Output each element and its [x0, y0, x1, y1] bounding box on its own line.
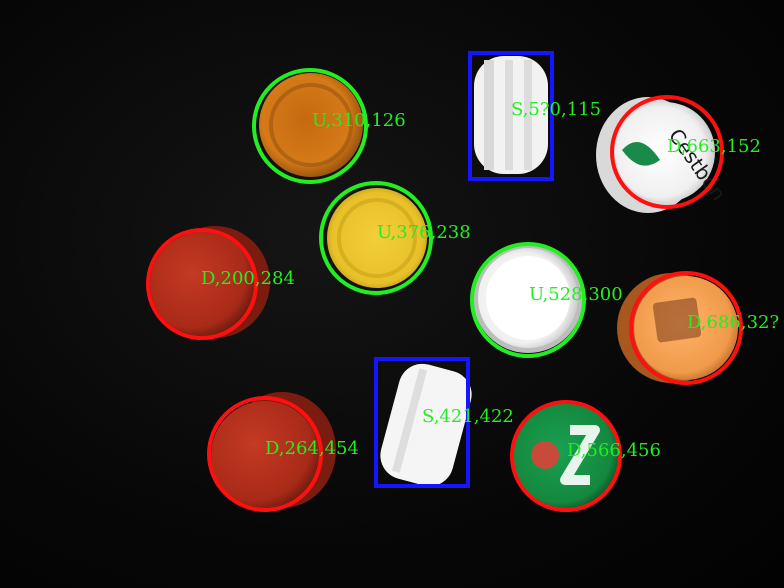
down-circle-red-bottom — [207, 396, 323, 512]
label-up-yellow: U,376,238 — [377, 222, 471, 243]
white-side-cap-top-photo — [474, 56, 548, 174]
red-cap-left-photo — [150, 226, 270, 338]
down-circle-red-left — [146, 228, 258, 340]
label-down-red-bottom: D,264,454 — [265, 438, 359, 459]
white-side-cap-bottom-photo — [380, 363, 472, 487]
peach-cap-photo — [617, 273, 738, 383]
side-box-bottom — [374, 357, 470, 488]
up-circle-yellow — [319, 181, 433, 295]
detection-labels: U,310,126 S,5?0,115 D,663,152 U,376,238 … — [201, 99, 779, 461]
detection-overlays — [146, 51, 743, 512]
down-circle-white-logo — [610, 95, 724, 209]
white-cap-up-photo — [473, 243, 583, 353]
label-down-green: D,566,456 — [567, 440, 661, 461]
label-down-peach: D,686,32? — [687, 312, 779, 333]
green-cap-photo — [511, 402, 619, 510]
label-down-red-left: D,200,284 — [201, 268, 295, 289]
down-circle-green — [510, 400, 622, 512]
up-circle-white — [470, 242, 586, 358]
down-circle-peach — [629, 271, 743, 385]
yellow-cap-photo — [327, 188, 427, 288]
up-circle-orange — [252, 68, 368, 184]
orange-cap-photo — [259, 73, 363, 177]
label-up-orange: U,310,126 — [312, 110, 406, 131]
label-down-white-logo: D,663,152 — [667, 136, 761, 157]
label-side-bottom: S,421,422 — [422, 406, 514, 427]
label-up-white: U,528,300 — [529, 284, 623, 305]
label-side-top: S,5?0,115 — [511, 99, 601, 120]
side-box-top — [468, 51, 554, 181]
